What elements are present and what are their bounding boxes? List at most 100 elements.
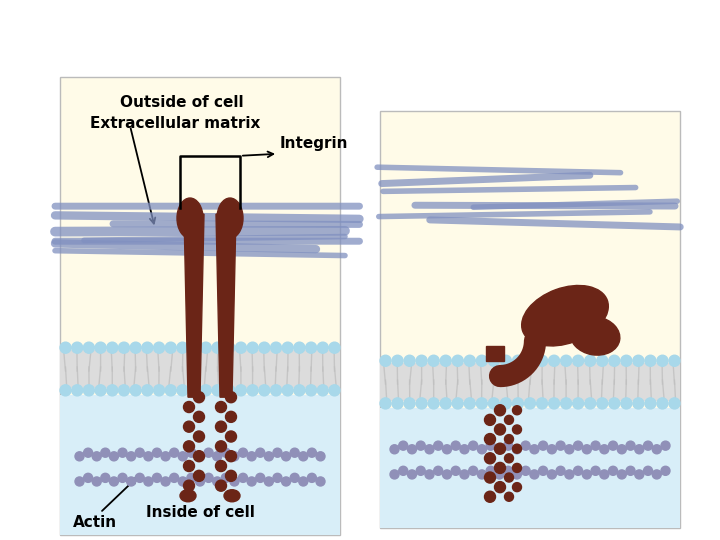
Circle shape: [161, 452, 170, 461]
Circle shape: [477, 445, 487, 454]
Circle shape: [495, 443, 505, 454]
Circle shape: [485, 414, 495, 426]
Circle shape: [399, 466, 408, 475]
Circle shape: [505, 473, 513, 482]
Circle shape: [440, 398, 451, 409]
Circle shape: [153, 474, 161, 482]
Circle shape: [258, 342, 270, 353]
Circle shape: [194, 431, 204, 442]
Circle shape: [153, 385, 165, 396]
Circle shape: [101, 474, 110, 482]
Circle shape: [505, 435, 513, 444]
Circle shape: [390, 470, 399, 479]
Circle shape: [305, 385, 317, 396]
Circle shape: [477, 470, 487, 479]
Circle shape: [464, 398, 475, 409]
Circle shape: [617, 470, 626, 479]
Ellipse shape: [177, 198, 203, 238]
Circle shape: [399, 441, 408, 450]
Circle shape: [290, 474, 300, 482]
Circle shape: [556, 441, 565, 450]
Circle shape: [179, 477, 187, 486]
Circle shape: [142, 385, 153, 396]
Polygon shape: [184, 214, 204, 397]
Circle shape: [597, 398, 608, 409]
Circle shape: [530, 445, 539, 454]
Circle shape: [495, 404, 505, 416]
Circle shape: [200, 342, 212, 353]
Circle shape: [443, 445, 451, 454]
Circle shape: [282, 477, 291, 486]
Circle shape: [215, 401, 227, 413]
Circle shape: [204, 474, 213, 482]
Circle shape: [513, 355, 523, 366]
Circle shape: [452, 355, 463, 366]
Circle shape: [200, 385, 212, 396]
Circle shape: [187, 448, 196, 457]
Circle shape: [184, 421, 194, 432]
Circle shape: [264, 477, 274, 486]
Circle shape: [513, 398, 523, 409]
Circle shape: [194, 470, 204, 481]
Circle shape: [392, 355, 403, 366]
Circle shape: [215, 441, 227, 452]
Circle shape: [626, 441, 635, 450]
Circle shape: [264, 452, 274, 461]
Circle shape: [194, 451, 204, 462]
Circle shape: [118, 474, 127, 482]
Circle shape: [652, 470, 661, 479]
Circle shape: [282, 385, 293, 396]
Text: Outside of cell: Outside of cell: [120, 96, 243, 111]
Circle shape: [290, 448, 300, 457]
Circle shape: [513, 463, 521, 472]
Circle shape: [669, 398, 680, 409]
Circle shape: [130, 385, 141, 396]
Circle shape: [433, 466, 443, 475]
Circle shape: [72, 385, 83, 396]
Circle shape: [443, 470, 451, 479]
Circle shape: [60, 385, 71, 396]
Ellipse shape: [522, 286, 608, 346]
Circle shape: [184, 441, 194, 452]
Circle shape: [109, 477, 118, 486]
Circle shape: [486, 441, 495, 450]
Circle shape: [390, 445, 399, 454]
Circle shape: [505, 454, 513, 463]
Circle shape: [282, 452, 291, 461]
Circle shape: [247, 452, 256, 461]
Circle shape: [428, 398, 439, 409]
Circle shape: [225, 392, 236, 403]
Circle shape: [294, 385, 305, 396]
Circle shape: [144, 452, 153, 461]
Circle shape: [119, 385, 130, 396]
Circle shape: [564, 445, 574, 454]
Ellipse shape: [180, 490, 196, 502]
Circle shape: [177, 342, 188, 353]
Circle shape: [495, 482, 505, 492]
Circle shape: [572, 398, 584, 409]
Circle shape: [582, 445, 591, 454]
Circle shape: [235, 385, 246, 396]
Circle shape: [225, 411, 236, 422]
Circle shape: [495, 424, 505, 435]
Bar: [380, 408, 680, 528]
Circle shape: [469, 441, 477, 450]
Circle shape: [661, 441, 670, 450]
Circle shape: [485, 434, 495, 444]
Text: Inside of cell: Inside of cell: [145, 505, 254, 520]
Circle shape: [247, 385, 258, 396]
Circle shape: [500, 355, 511, 366]
Circle shape: [212, 342, 223, 353]
Circle shape: [215, 480, 227, 491]
Circle shape: [307, 448, 316, 457]
Circle shape: [189, 342, 199, 353]
Circle shape: [166, 342, 176, 353]
Circle shape: [504, 441, 513, 450]
Circle shape: [318, 385, 328, 396]
Circle shape: [221, 474, 230, 482]
Circle shape: [485, 453, 495, 464]
Circle shape: [635, 470, 644, 479]
Circle shape: [166, 385, 176, 396]
Circle shape: [513, 483, 521, 491]
Circle shape: [196, 452, 204, 461]
